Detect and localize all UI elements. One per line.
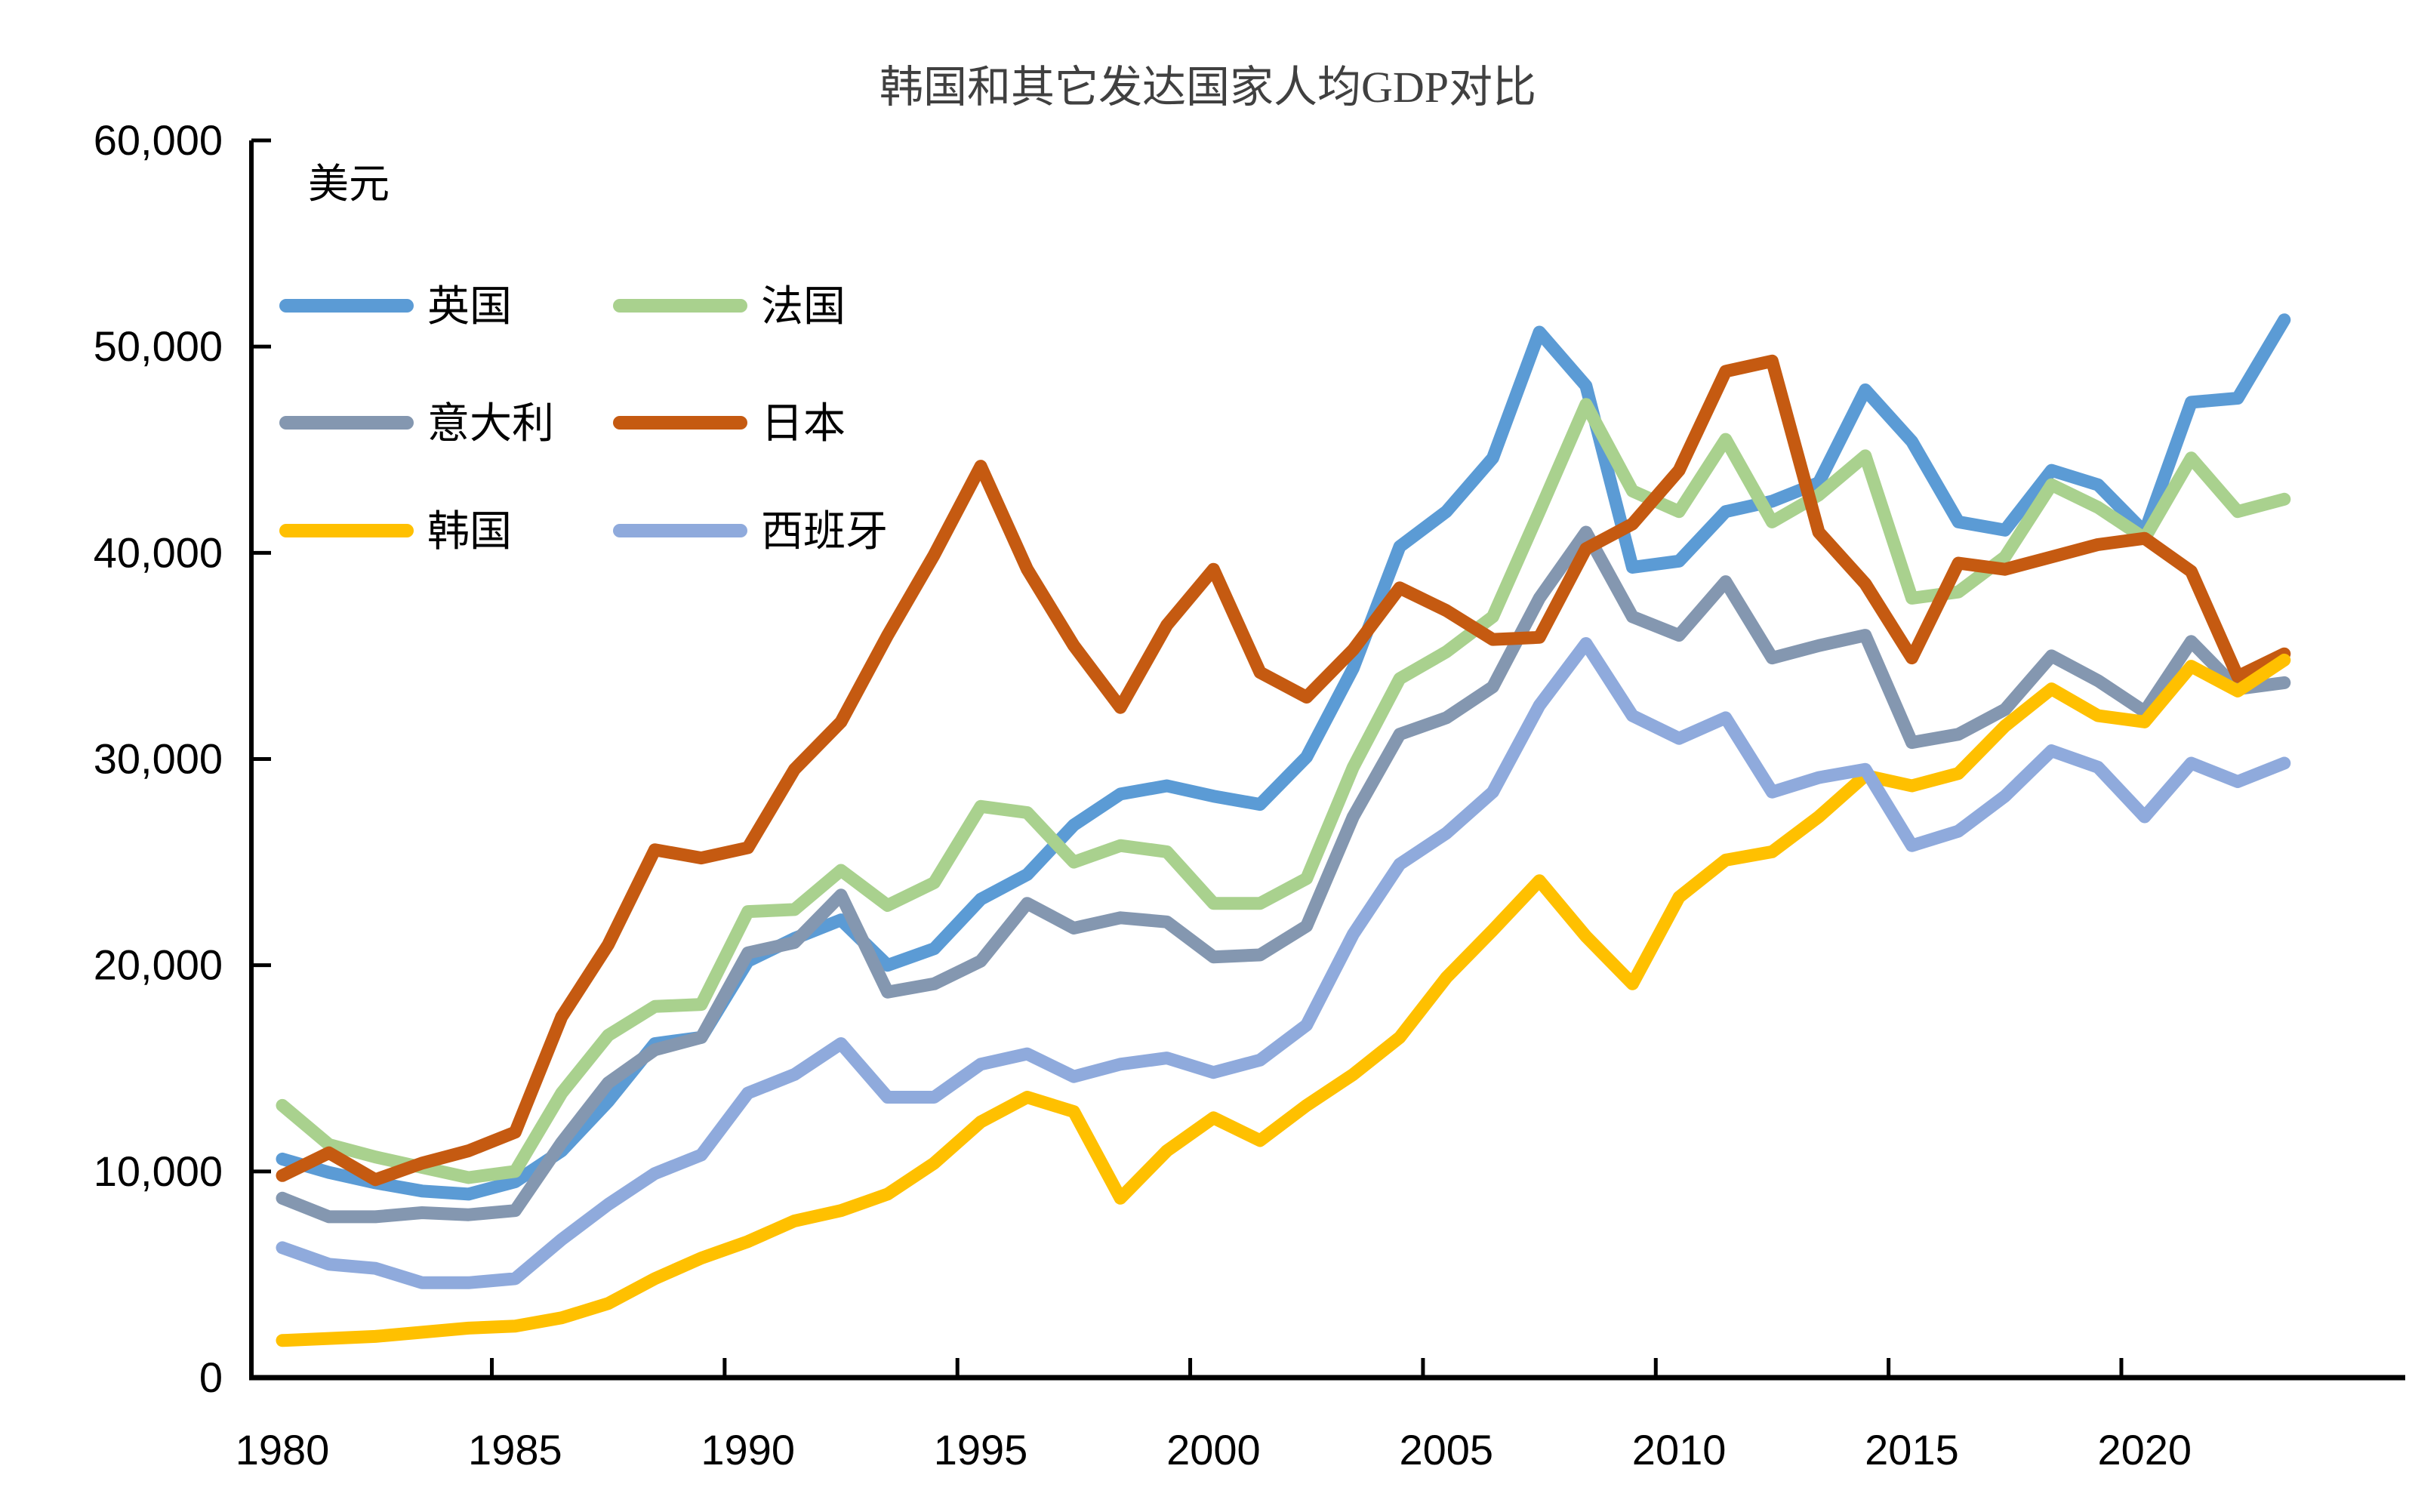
chart-title: 韩国和其它发达国家人均GDP对比 xyxy=(880,63,1536,112)
series-line-韩国 xyxy=(276,653,2291,1347)
x-axis-tick-label: 2000 xyxy=(1166,1426,1261,1474)
y-axis-tick-label: 30,000 xyxy=(94,735,223,783)
y-axis-tick-label: 60,000 xyxy=(94,116,223,164)
legend-swatch-韩国 xyxy=(279,524,414,537)
series-line-西班牙 xyxy=(276,637,2291,1289)
legend-swatch-英国 xyxy=(279,299,414,313)
x-axis-tick-label: 1985 xyxy=(468,1426,562,1474)
series-line-意大利 xyxy=(276,525,2291,1224)
legend-label-韩国: 韩国 xyxy=(427,509,512,556)
y-axis-tick-label: 10,000 xyxy=(94,1147,223,1195)
legend-swatch-法国 xyxy=(613,299,747,313)
x-axis-tick-label: 2010 xyxy=(1632,1426,1727,1474)
legend-label-法国: 法国 xyxy=(761,284,846,331)
y-axis-unit-label: 美元 xyxy=(308,162,390,207)
x-axis-tick-label: 2020 xyxy=(2098,1426,2192,1474)
y-axis-tick-label: 40,000 xyxy=(94,528,223,576)
legend-label-意大利: 意大利 xyxy=(427,401,554,448)
legend-swatch-日本 xyxy=(613,416,747,430)
series-line-日本 xyxy=(276,354,2291,1187)
legend-label-日本: 日本 xyxy=(761,401,846,448)
legend-label-西班牙: 西班牙 xyxy=(761,509,888,556)
data-series-lines xyxy=(276,313,2291,1347)
y-axis-tick-label: 50,000 xyxy=(94,322,223,370)
y-axis-tick-label: 20,000 xyxy=(94,941,223,989)
x-axis-tick-label: 1980 xyxy=(236,1426,330,1474)
legend-swatch-意大利 xyxy=(279,416,414,430)
x-axis-tick-label: 2015 xyxy=(1865,1426,1959,1474)
x-axis-tick-labels: 1980 1985 1990 1995 2000 2005 2010 2015 2020 xyxy=(236,1358,2192,1474)
series-line-英国 xyxy=(276,313,2291,1201)
x-axis-tick-label: 1995 xyxy=(934,1426,1028,1474)
y-axis-tick-label: 0 xyxy=(199,1353,223,1401)
legend-swatch-西班牙 xyxy=(613,524,747,537)
legend-label-英国: 英国 xyxy=(427,284,512,331)
y-axis-tick-labels: 0 10,000 20,000 30,000 40,000 50,000 60,000 xyxy=(94,116,271,1401)
x-axis-tick-label: 1990 xyxy=(701,1426,795,1474)
x-axis-tick-label: 2005 xyxy=(1399,1426,1493,1474)
